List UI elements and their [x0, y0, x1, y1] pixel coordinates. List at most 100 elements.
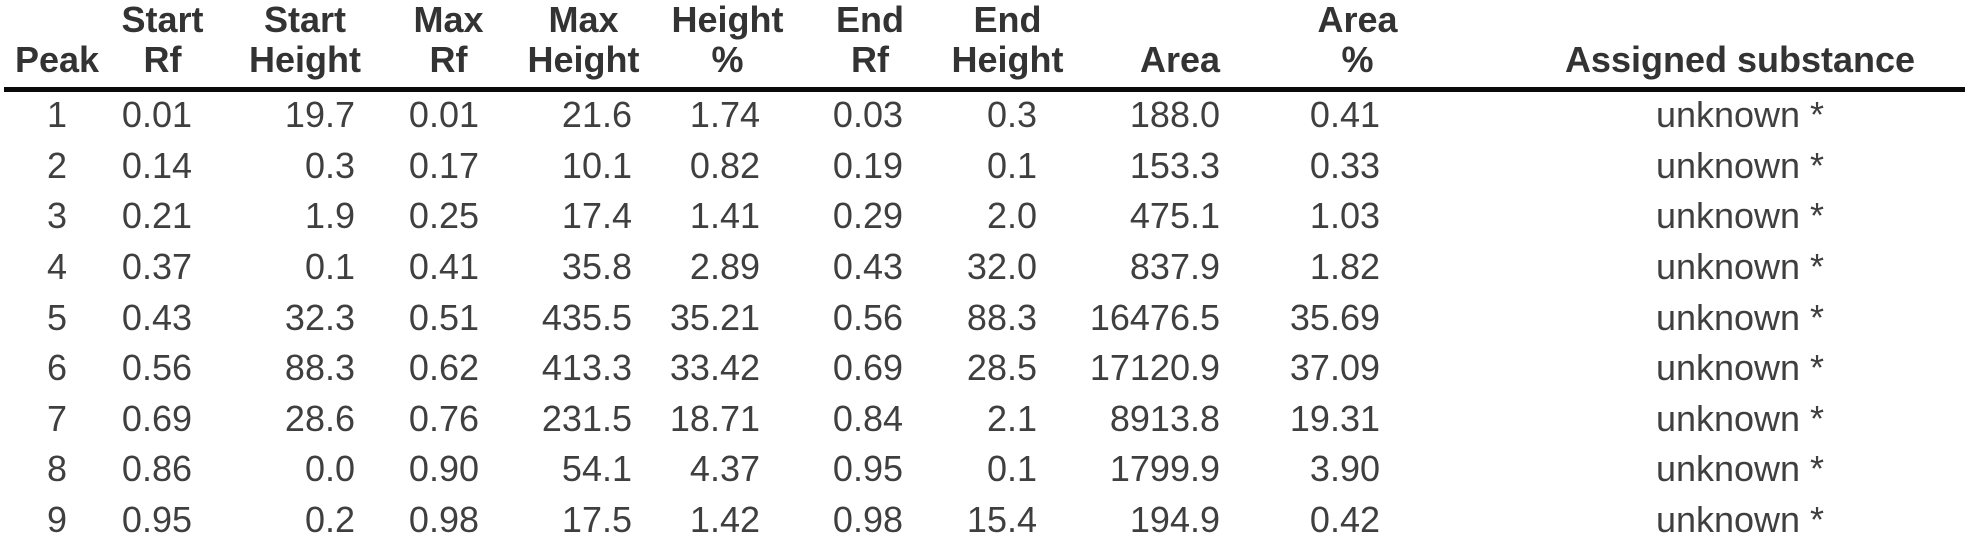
table-row: 2 0.14 0.3 0.17 10.1 0.82 0.19 0.1 153.3 0.33 unkn… — [0, 141, 1974, 192]
column-header-max-height: Max Height — [512, 0, 655, 90]
cell-max-rf: 0.76 — [408, 397, 479, 439]
cell-end-height: 2.1 — [986, 397, 1037, 439]
header-line1: Area — [1317, 0, 1398, 40]
cell-start-height: 0.0 — [304, 448, 355, 490]
cell-end-height: 28.5 — [966, 347, 1037, 389]
header-line2: Height — [527, 39, 640, 80]
cell-area-percent: 1.82 — [1309, 246, 1380, 288]
peak-table-body: 1 0.01 19.7 0.01 21.6 1.74 0.03 0.3 188.0 0.41 unk… — [0, 90, 1974, 545]
cell-end-height: 2.0 — [986, 195, 1037, 237]
cell-assigned-substance: unknown * — [1655, 246, 1825, 288]
cell-area-percent: 37.09 — [1289, 347, 1380, 389]
cell-max-rf: 0.01 — [408, 94, 479, 136]
cell-max-height: 231.5 — [541, 397, 632, 439]
header-line1: Start — [263, 0, 347, 40]
cell-max-height: 54.1 — [561, 448, 632, 490]
column-header-start-rf: Start Rf — [100, 0, 225, 90]
cell-height-percent: 1.42 — [689, 499, 760, 541]
cell-start-height: 28.6 — [284, 397, 355, 439]
cell-start-rf: 0.95 — [121, 499, 192, 541]
cell-end-height: 0.1 — [986, 448, 1037, 490]
cell-max-rf: 0.17 — [408, 144, 479, 186]
cell-area: 1799.9 — [1109, 448, 1220, 490]
cell-area: 837.9 — [1129, 246, 1220, 288]
cell-start-rf: 0.56 — [121, 347, 192, 389]
cell-peak: 4 — [46, 246, 68, 288]
cell-end-rf: 0.56 — [832, 296, 903, 338]
header-line1: Max — [413, 0, 484, 40]
header-line2: Rf — [429, 39, 468, 80]
table-row: 1 0.01 19.7 0.01 21.6 1.74 0.03 0.3 188.0 0.41 unk… — [0, 90, 1974, 141]
table-row: 6 0.56 88.3 0.62 413.3 33.42 0.69 28.5 17120.9 37… — [0, 343, 1974, 394]
cell-max-height: 10.1 — [561, 144, 632, 186]
cell-start-rf: 0.86 — [121, 448, 192, 490]
cell-peak: 5 — [46, 296, 68, 338]
cell-end-height: 88.3 — [966, 296, 1037, 338]
cell-area-percent: 1.03 — [1309, 195, 1380, 237]
cell-start-rf: 0.14 — [121, 144, 192, 186]
table-header: Peak Start Rf Start Height Max Rf Max He… — [0, 0, 1974, 90]
cell-assigned-substance: unknown * — [1655, 499, 1825, 541]
cell-start-height: 19.7 — [284, 94, 355, 136]
cell-max-height: 17.5 — [561, 499, 632, 541]
cell-assigned-substance: unknown * — [1655, 347, 1825, 389]
header-line1: Height — [671, 0, 784, 40]
header-line2: Height — [951, 39, 1064, 80]
cell-height-percent: 18.71 — [669, 397, 760, 439]
cell-area-percent: 35.69 — [1289, 296, 1380, 338]
cell-height-percent: 1.41 — [689, 195, 760, 237]
header-line1 — [1506, 0, 1974, 40]
cell-area-percent: 0.42 — [1309, 499, 1380, 541]
header-line2: Peak — [14, 39, 100, 80]
cell-height-percent: 4.37 — [689, 448, 760, 490]
cell-start-rf: 0.01 — [121, 94, 192, 136]
cell-area: 8913.8 — [1109, 397, 1220, 439]
cell-end-rf: 0.29 — [832, 195, 903, 237]
cell-height-percent: 2.89 — [689, 246, 760, 288]
table-row: 7 0.69 28.6 0.76 231.5 18.71 0.84 2.1 8913.8 19.3… — [0, 394, 1974, 445]
cell-max-rf: 0.51 — [408, 296, 479, 338]
cell-max-rf: 0.62 — [408, 347, 479, 389]
cell-area: 153.3 — [1129, 144, 1220, 186]
cell-height-percent: 33.42 — [669, 347, 760, 389]
header-line1 — [14, 0, 100, 40]
cell-height-percent: 1.74 — [689, 94, 760, 136]
column-header-assigned-substance: Assigned substance — [1430, 0, 1974, 90]
cell-peak: 1 — [46, 94, 68, 136]
header-divider — [4, 87, 1965, 92]
cell-start-height: 0.2 — [304, 499, 355, 541]
cell-start-rf: 0.21 — [121, 195, 192, 237]
cell-assigned-substance: unknown * — [1655, 195, 1825, 237]
cell-max-rf: 0.98 — [408, 499, 479, 541]
table-row: 3 0.21 1.9 0.25 17.4 1.41 0.29 2.0 475.1 1.03 unkn… — [0, 191, 1974, 242]
column-header-peak: Peak — [0, 0, 100, 90]
cell-start-height: 32.3 — [284, 296, 355, 338]
cell-peak: 7 — [46, 397, 68, 439]
cell-max-height: 35.8 — [561, 246, 632, 288]
cell-height-percent: 0.82 — [689, 144, 760, 186]
header-line1: End — [836, 0, 904, 40]
cell-max-height: 21.6 — [561, 94, 632, 136]
cell-end-height: 15.4 — [966, 499, 1037, 541]
table-row: 4 0.37 0.1 0.41 35.8 2.89 0.43 32.0 837.9 1.82 unk… — [0, 242, 1974, 293]
cell-end-rf: 0.84 — [832, 397, 903, 439]
cell-peak: 9 — [46, 499, 68, 541]
header-line2: Rf — [851, 39, 889, 80]
cell-peak: 8 — [46, 448, 68, 490]
cell-end-rf: 0.19 — [832, 144, 903, 186]
cell-start-height: 0.3 — [304, 144, 355, 186]
column-header-start-height: Start Height — [225, 0, 385, 90]
header-line1: Start — [121, 0, 204, 40]
cell-area: 188.0 — [1129, 94, 1220, 136]
cell-peak: 2 — [46, 144, 68, 186]
header-line1 — [1075, 0, 1285, 40]
cell-start-rf: 0.69 — [121, 397, 192, 439]
header-line2: % — [711, 39, 744, 80]
cell-assigned-substance: unknown * — [1655, 397, 1825, 439]
table-row: 5 0.43 32.3 0.51 435.5 35.21 0.56 88.3 16476.5 35… — [0, 292, 1974, 343]
cell-start-rf: 0.43 — [121, 296, 192, 338]
cell-area-percent: 0.41 — [1309, 94, 1380, 136]
header-line2: Assigned substance — [1564, 39, 1916, 80]
cell-end-rf: 0.98 — [832, 499, 903, 541]
cell-max-height: 413.3 — [541, 347, 632, 389]
